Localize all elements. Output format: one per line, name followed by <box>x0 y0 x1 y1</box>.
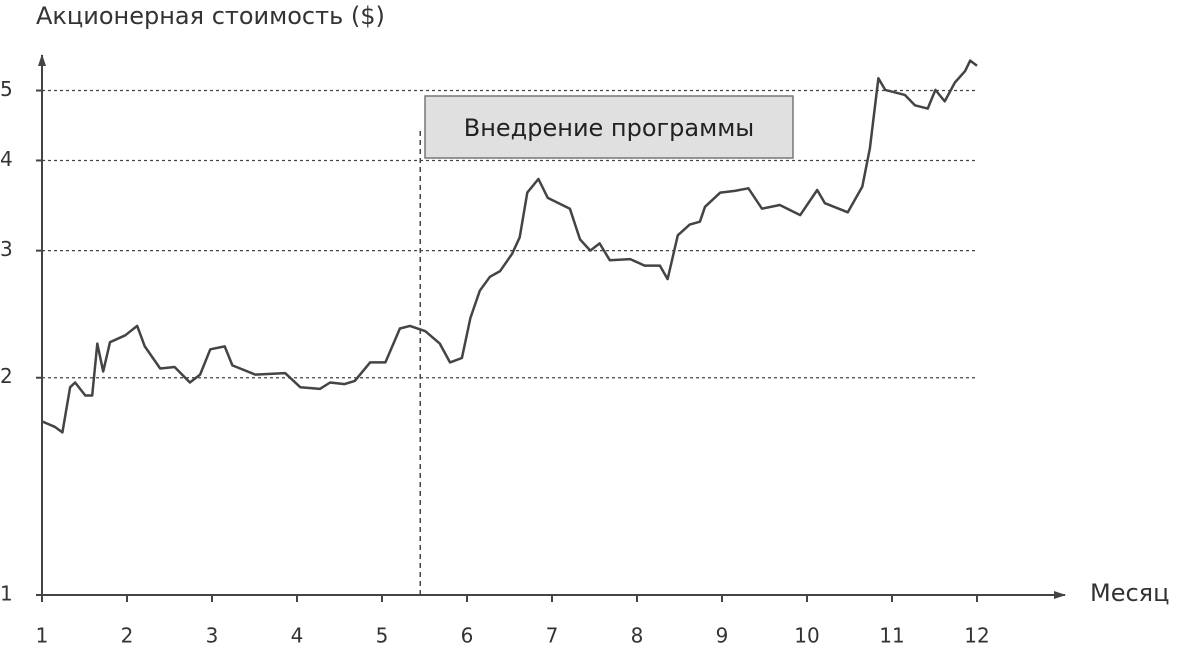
y-tick-label: 3 <box>0 237 13 261</box>
y-tick-label: 2 <box>0 364 13 388</box>
y-tick-label: 4 <box>0 147 13 171</box>
y-tick-label: 5 <box>0 77 13 101</box>
annotation-box <box>424 95 794 159</box>
x-tick-label: 4 <box>291 624 304 648</box>
y-axis-label: Акционерная стоимость ($) <box>36 2 385 30</box>
y-tick-label: 1 <box>0 582 13 606</box>
x-axis-label: Месяц <box>1090 579 1169 607</box>
x-tick-label: 6 <box>461 624 474 648</box>
x-tick-label: 11 <box>879 624 904 648</box>
x-tick-label: 9 <box>716 624 729 648</box>
x-tick-label: 1 <box>36 624 49 648</box>
data-line <box>41 59 978 434</box>
annotation-text: Внедрение программы <box>464 114 755 142</box>
x-tick-label: 10 <box>794 624 819 648</box>
x-tick-label: 3 <box>206 624 219 648</box>
x-tick-label: 8 <box>631 624 644 648</box>
x-tick-label: 7 <box>546 624 559 648</box>
x-tick-label: 5 <box>376 624 389 648</box>
x-tick-label: 2 <box>121 624 134 648</box>
x-tick-label: 12 <box>964 624 989 648</box>
